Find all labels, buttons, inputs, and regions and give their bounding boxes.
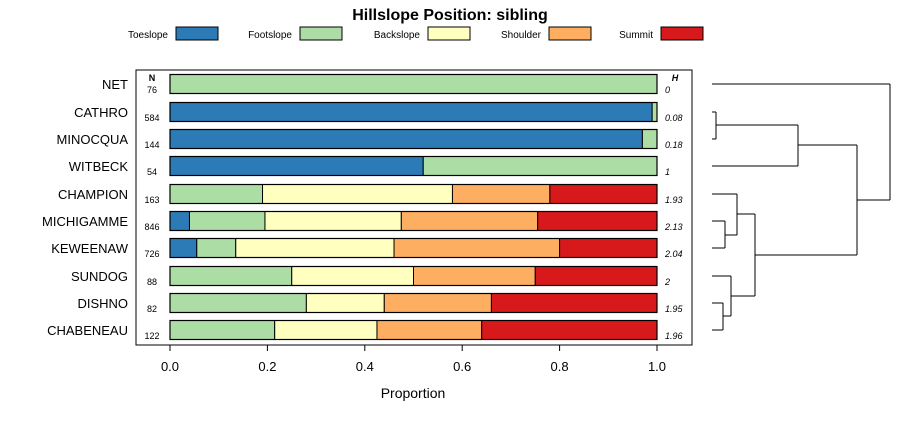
legend-label-shoulder: Shoulder bbox=[501, 30, 542, 41]
row-label-minocqua: MINOCQUA bbox=[57, 132, 129, 147]
legend-swatch-summit bbox=[660, 26, 704, 41]
bar-segment-sundog-footslope bbox=[169, 266, 293, 286]
bar-segment-keweenaw-toeslope bbox=[169, 238, 198, 258]
x-axis-label: Proportion bbox=[381, 385, 446, 401]
n-value-witbeck: 54 bbox=[147, 167, 157, 177]
n-value-michigamme: 846 bbox=[144, 222, 159, 232]
row-label-dishno: DISHNO bbox=[77, 296, 128, 311]
bar-segment-champion-shoulder bbox=[451, 184, 551, 204]
bar-outline-dishno bbox=[169, 292, 658, 314]
row-label-cathro: CATHRO bbox=[74, 105, 128, 120]
n-value-cathro: 584 bbox=[144, 113, 159, 123]
legend-label-backslope: Backslope bbox=[374, 30, 421, 41]
bar-segment-keweenaw-footslope bbox=[196, 238, 237, 258]
bar-segment-michigamme-summit bbox=[537, 211, 658, 231]
x-tick-label-4: 0.8 bbox=[551, 359, 569, 374]
bar-segment-dishno-summit bbox=[490, 293, 658, 313]
h-value-champion: 1.93 bbox=[665, 195, 683, 205]
row-label-sundog: SUNDOG bbox=[71, 269, 128, 284]
n-value-chabeneau: 122 bbox=[144, 331, 159, 341]
n-value-net: 76 bbox=[147, 85, 157, 95]
bar-segment-cathro-footslope bbox=[651, 102, 658, 122]
h-value-chabeneau: 1.96 bbox=[665, 331, 683, 341]
row-label-michigamme: MICHIGAMME bbox=[42, 214, 128, 229]
row-label-champion: CHAMPION bbox=[58, 187, 128, 202]
bar-segment-minocqua-footslope bbox=[641, 129, 658, 149]
legend-swatch-toeslope bbox=[175, 26, 219, 41]
row-label-chabeneau: CHABENEAU bbox=[47, 323, 128, 338]
bar-segment-sundog-shoulder bbox=[413, 266, 536, 286]
bar-segment-champion-backslope bbox=[262, 184, 453, 204]
n-value-minocqua: 144 bbox=[144, 140, 159, 150]
bar-segment-michigamme-toeslope bbox=[169, 211, 190, 231]
bar-segment-dishno-shoulder bbox=[383, 293, 492, 313]
bar-outline-champion bbox=[169, 183, 658, 205]
bar-segment-chabeneau-footslope bbox=[169, 320, 276, 340]
x-tick-label-0: 0.0 bbox=[161, 359, 179, 374]
bar-segment-chabeneau-summit bbox=[481, 320, 658, 340]
n-value-dishno: 82 bbox=[147, 304, 157, 314]
h-column-header: H bbox=[672, 73, 679, 83]
bar-segment-keweenaw-backslope bbox=[235, 238, 395, 258]
h-value-minocqua: 0.18 bbox=[665, 140, 683, 150]
h-value-witbeck: 1 bbox=[665, 167, 670, 177]
h-value-cathro: 0.08 bbox=[665, 113, 683, 123]
h-value-sundog: 2 bbox=[664, 277, 670, 287]
h-value-michigamme: 2.13 bbox=[664, 222, 683, 232]
bar-outline-minocqua bbox=[169, 128, 658, 150]
row-label-net: NET bbox=[102, 77, 128, 92]
bar-outline-michigamme bbox=[169, 210, 658, 232]
legend-label-summit: Summit bbox=[619, 30, 653, 41]
row-label-keweenaw: KEWEENAW bbox=[51, 241, 129, 256]
bar-segment-sundog-summit bbox=[534, 266, 658, 286]
legend-swatch-footslope bbox=[299, 26, 343, 41]
chart-title: Hillslope Position: sibling bbox=[352, 7, 548, 24]
h-value-net: 0 bbox=[665, 85, 670, 95]
bar-segment-keweenaw-summit bbox=[559, 238, 658, 258]
bar-segment-keweenaw-shoulder bbox=[393, 238, 561, 258]
x-tick-label-2: 0.4 bbox=[356, 359, 374, 374]
x-tick-label-3: 0.6 bbox=[453, 359, 471, 374]
legend-label-toeslope: Toeslope bbox=[128, 30, 168, 41]
bar-outline-keweenaw bbox=[169, 237, 658, 259]
x-tick-label-1: 0.2 bbox=[258, 359, 276, 374]
plot-panel bbox=[135, 69, 693, 346]
bar-outline-cathro bbox=[169, 101, 658, 123]
bar-segment-chabeneau-shoulder bbox=[376, 320, 483, 340]
legend-swatch-shoulder bbox=[548, 26, 592, 41]
bar-segment-minocqua-toeslope bbox=[169, 129, 643, 149]
bar-segment-michigamme-shoulder bbox=[400, 211, 539, 231]
bar-segment-michigamme-backslope bbox=[264, 211, 402, 231]
bar-outline-sundog bbox=[169, 265, 658, 287]
bar-segment-witbeck-toeslope bbox=[169, 156, 424, 176]
legend-swatch-backslope bbox=[427, 26, 471, 41]
bar-segment-champion-summit bbox=[549, 184, 658, 204]
bar-outline-witbeck bbox=[169, 155, 658, 177]
x-tick-label-5: 1.0 bbox=[648, 359, 666, 374]
h-value-dishno: 1.95 bbox=[665, 304, 684, 314]
bar-segment-cathro-toeslope bbox=[169, 102, 653, 122]
bar-segment-dishno-backslope bbox=[305, 293, 385, 313]
n-column-header: N bbox=[149, 73, 156, 83]
bar-outline-chabeneau bbox=[169, 319, 658, 341]
row-label-witbeck: WITBECK bbox=[69, 159, 129, 174]
n-value-keweenaw: 726 bbox=[144, 249, 159, 259]
bar-segment-chabeneau-backslope bbox=[274, 320, 378, 340]
bar-segment-champion-footslope bbox=[169, 184, 264, 204]
n-value-champion: 163 bbox=[144, 195, 159, 205]
bar-segment-dishno-footslope bbox=[169, 293, 307, 313]
n-value-sundog: 88 bbox=[147, 277, 157, 287]
bar-segment-sundog-backslope bbox=[291, 266, 414, 286]
bar-segment-michigamme-footslope bbox=[188, 211, 266, 231]
legend-label-footslope: Footslope bbox=[248, 30, 292, 41]
h-value-keweenaw: 2.04 bbox=[664, 249, 683, 259]
bar-outline-net bbox=[169, 73, 658, 95]
bar-segment-net-footslope bbox=[169, 74, 658, 94]
bar-segment-witbeck-footslope bbox=[422, 156, 658, 176]
